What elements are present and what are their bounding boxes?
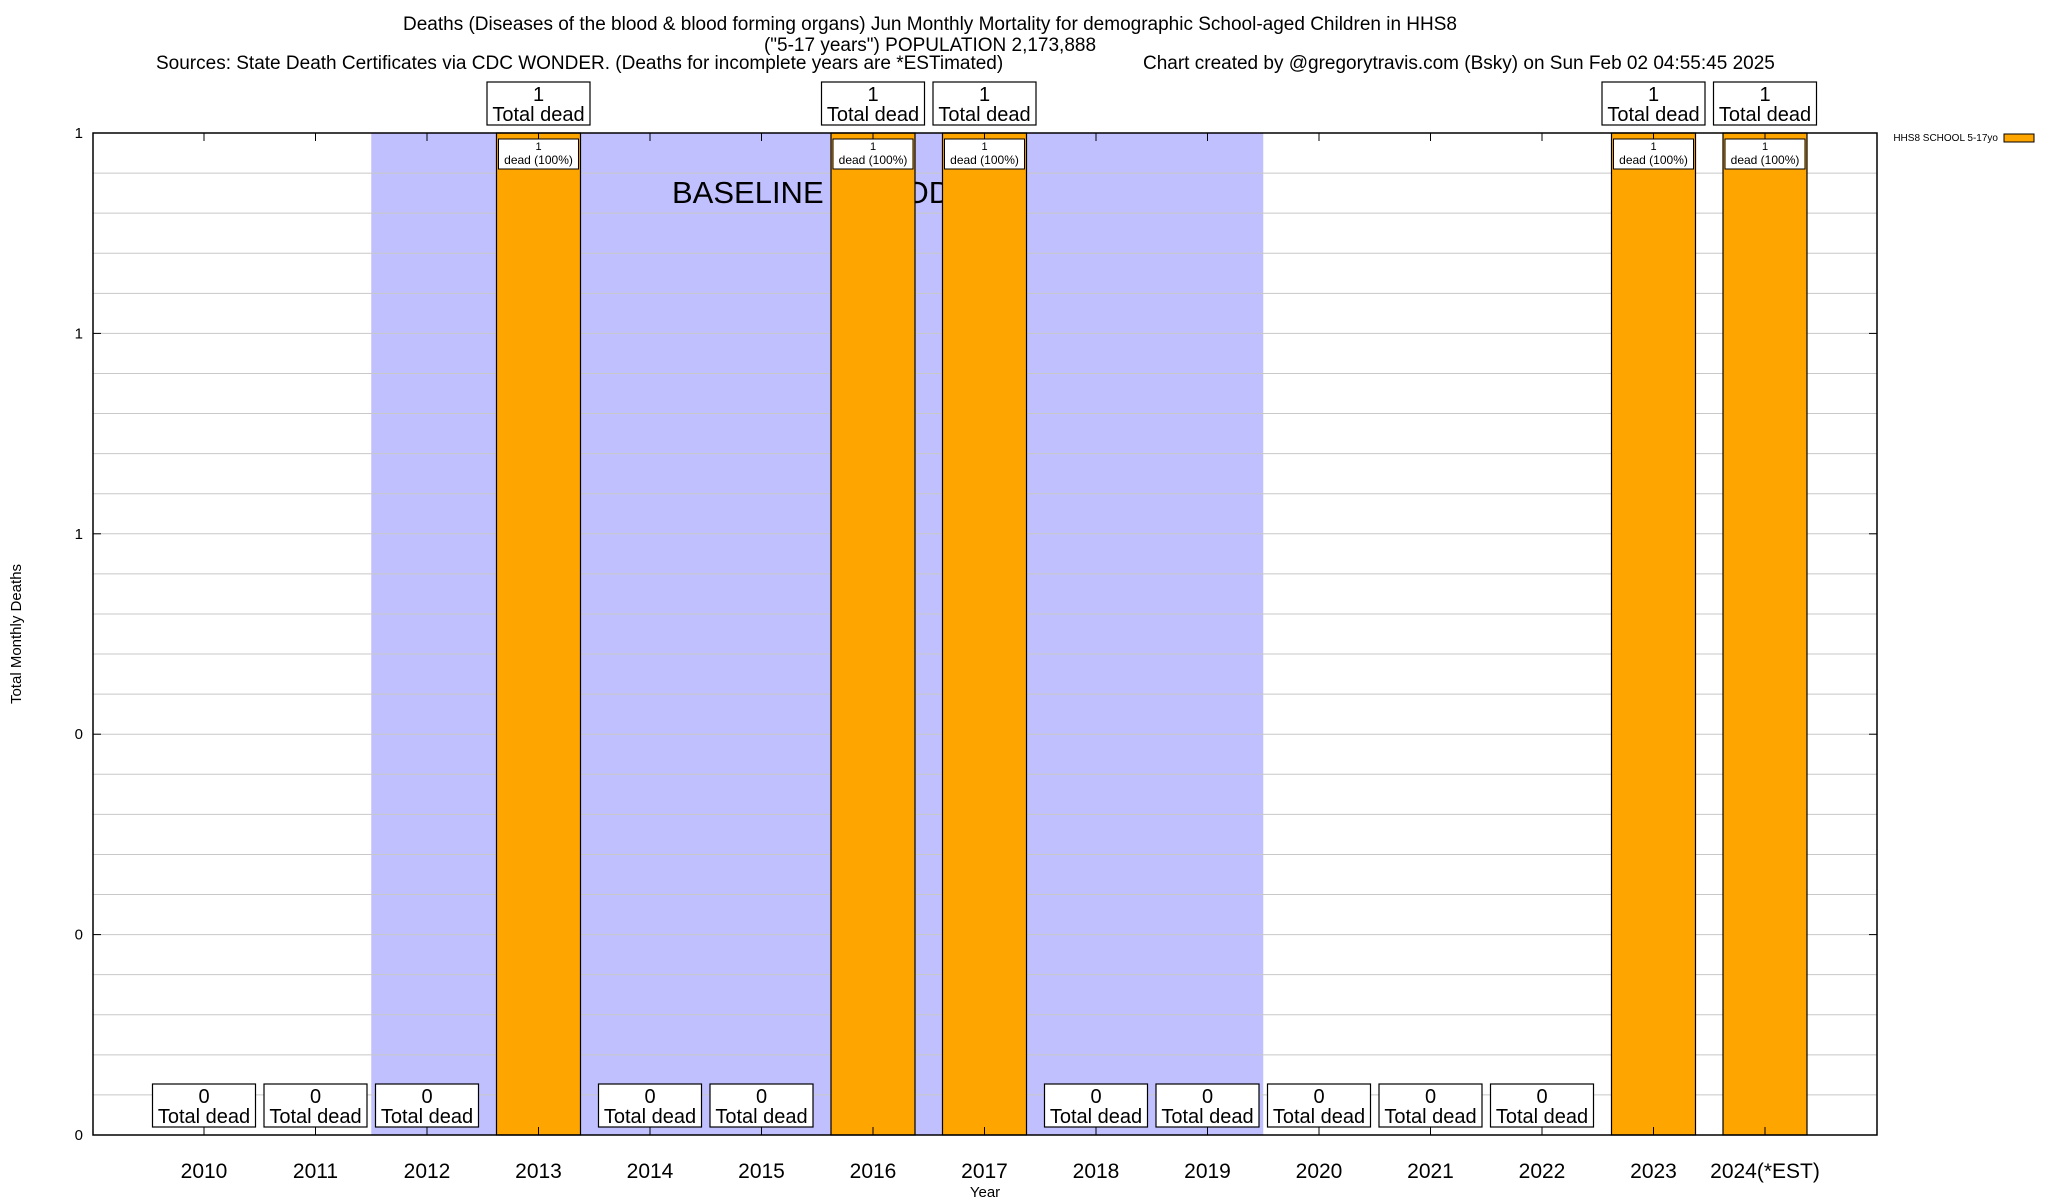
bar-data-label-text: dead (100%): [950, 153, 1019, 167]
bar-data-label-box: [944, 138, 1025, 170]
total-dead-label: Total dead: [604, 1106, 696, 1128]
x-tick-label: 2019: [1184, 1160, 1231, 1183]
bar-data-label-text: dead (100%): [504, 153, 573, 167]
y-tick-label: 0: [75, 726, 83, 743]
total-dead-box: [709, 1083, 814, 1128]
total-dead-box: [1043, 1083, 1149, 1128]
bar-data-label-text: dead (100%): [1619, 153, 1688, 167]
total-dead-value: 0: [1313, 1086, 1324, 1108]
legend-swatch: [2003, 133, 2035, 143]
total-dead-box: [1266, 1083, 1372, 1128]
bar-data-label-box: [832, 138, 914, 170]
total-dead-box: [263, 1083, 368, 1128]
y-tick-label: 0: [75, 927, 83, 944]
total-dead-box: [820, 81, 926, 126]
total-dead-label: Total dead: [492, 104, 584, 126]
total-dead-value: 0: [1202, 1086, 1213, 1108]
bar: [830, 132, 916, 1136]
total-dead-value: 0: [756, 1086, 767, 1108]
total-dead-label: Total dead: [158, 1106, 250, 1128]
y-tick-label: 0: [75, 1127, 83, 1144]
x-tick-label: 2024(*EST): [1710, 1160, 1820, 1183]
bar-data-label-value: 1: [1762, 141, 1768, 153]
total-dead-value: 0: [310, 1086, 321, 1108]
bar-data-label-value: 1: [535, 141, 541, 153]
total-dead-box: [374, 1083, 480, 1128]
total-dead-label: Total dead: [1273, 1106, 1365, 1128]
total-dead-box: [1378, 1083, 1483, 1128]
y-tick-label: 1: [75, 125, 83, 142]
bar: [941, 132, 1028, 1136]
y-tick-label: 1: [75, 526, 83, 543]
bar-data-label-value: 1: [1650, 141, 1656, 153]
total-dead-value: 1: [867, 84, 878, 106]
x-tick-label: 2018: [1073, 1160, 1120, 1183]
total-dead-box: [1155, 1083, 1260, 1128]
x-tick-label: 2014: [627, 1160, 674, 1183]
total-dead-box: [1601, 81, 1706, 126]
total-dead-label: Total dead: [1719, 104, 1811, 126]
x-axis-label: Year: [970, 1184, 1000, 1200]
chart-title-line-1: Deaths (Diseases of the blood & blood fo…: [403, 14, 1457, 35]
total-dead-box: [486, 81, 591, 126]
total-dead-label: Total dead: [269, 1106, 361, 1128]
total-dead-box: [597, 1083, 703, 1128]
x-tick-label: 2012: [404, 1160, 451, 1183]
total-dead-value: 1: [1759, 84, 1770, 106]
bar: [495, 132, 582, 1136]
bar: [1722, 132, 1808, 1136]
x-tick-label: 2011: [293, 1160, 338, 1183]
total-dead-label: Total dead: [1384, 1106, 1476, 1128]
total-dead-box: [932, 81, 1037, 126]
total-dead-value: 0: [1425, 1086, 1436, 1108]
bar-data-label-text: dead (100%): [1731, 153, 1800, 167]
total-dead-label: Total dead: [381, 1106, 473, 1128]
x-tick-label: 2017: [961, 1160, 1008, 1183]
legend-label: HHS8 SCHOOL 5-17yo: [1893, 133, 1998, 144]
total-dead-label: Total dead: [827, 104, 919, 126]
bar-data-label-value: 1: [981, 141, 987, 153]
total-dead-label: Total dead: [938, 104, 1030, 126]
bar-data-label-box: [1613, 138, 1694, 170]
total-dead-value: 0: [1536, 1086, 1547, 1108]
total-dead-value: 1: [533, 84, 544, 106]
total-dead-label: Total dead: [1161, 1106, 1253, 1128]
y-tick-label: 1: [75, 325, 83, 342]
total-dead-box: [151, 1083, 257, 1128]
credit-note: Chart created by @gregorytravis.com (Bsk…: [1143, 53, 1775, 74]
bar-data-label-value: 1: [870, 141, 876, 153]
x-tick-label: 2010: [181, 1160, 228, 1183]
total-dead-box: [1712, 81, 1818, 126]
x-tick-label: 2021: [1407, 1160, 1454, 1183]
total-dead-value: 0: [421, 1086, 432, 1108]
bar-data-label-box: [498, 138, 579, 170]
x-tick-label: 2020: [1296, 1160, 1343, 1183]
total-dead-label: Total dead: [1607, 104, 1699, 126]
total-dead-value: 0: [1090, 1086, 1101, 1108]
total-dead-label: Total dead: [1496, 1106, 1588, 1128]
sources-note: Sources: State Death Certificates via CD…: [156, 53, 1004, 74]
chart-title-line-2: ("5-17 years") POPULATION 2,173,888: [763, 35, 1097, 56]
total-dead-label: Total dead: [1050, 1106, 1142, 1128]
x-tick-label: 2022: [1519, 1160, 1566, 1183]
total-dead-label: Total dead: [715, 1106, 807, 1128]
total-dead-box: [1489, 1083, 1595, 1128]
x-tick-label: 2023: [1630, 1160, 1677, 1183]
x-tick-label: 2016: [850, 1160, 897, 1183]
bar: [1610, 132, 1697, 1136]
total-dead-value: 1: [1648, 84, 1659, 106]
total-dead-value: 1: [979, 84, 990, 106]
x-tick-label: 2013: [515, 1160, 562, 1183]
bar-data-label-box: [1724, 138, 1806, 170]
bar-data-label-text: dead (100%): [839, 153, 908, 167]
x-tick-label: 2015: [738, 1160, 785, 1183]
total-dead-value: 0: [198, 1086, 209, 1108]
y-axis-label: Total Monthly Deaths: [8, 564, 25, 704]
total-dead-value: 0: [644, 1086, 655, 1108]
